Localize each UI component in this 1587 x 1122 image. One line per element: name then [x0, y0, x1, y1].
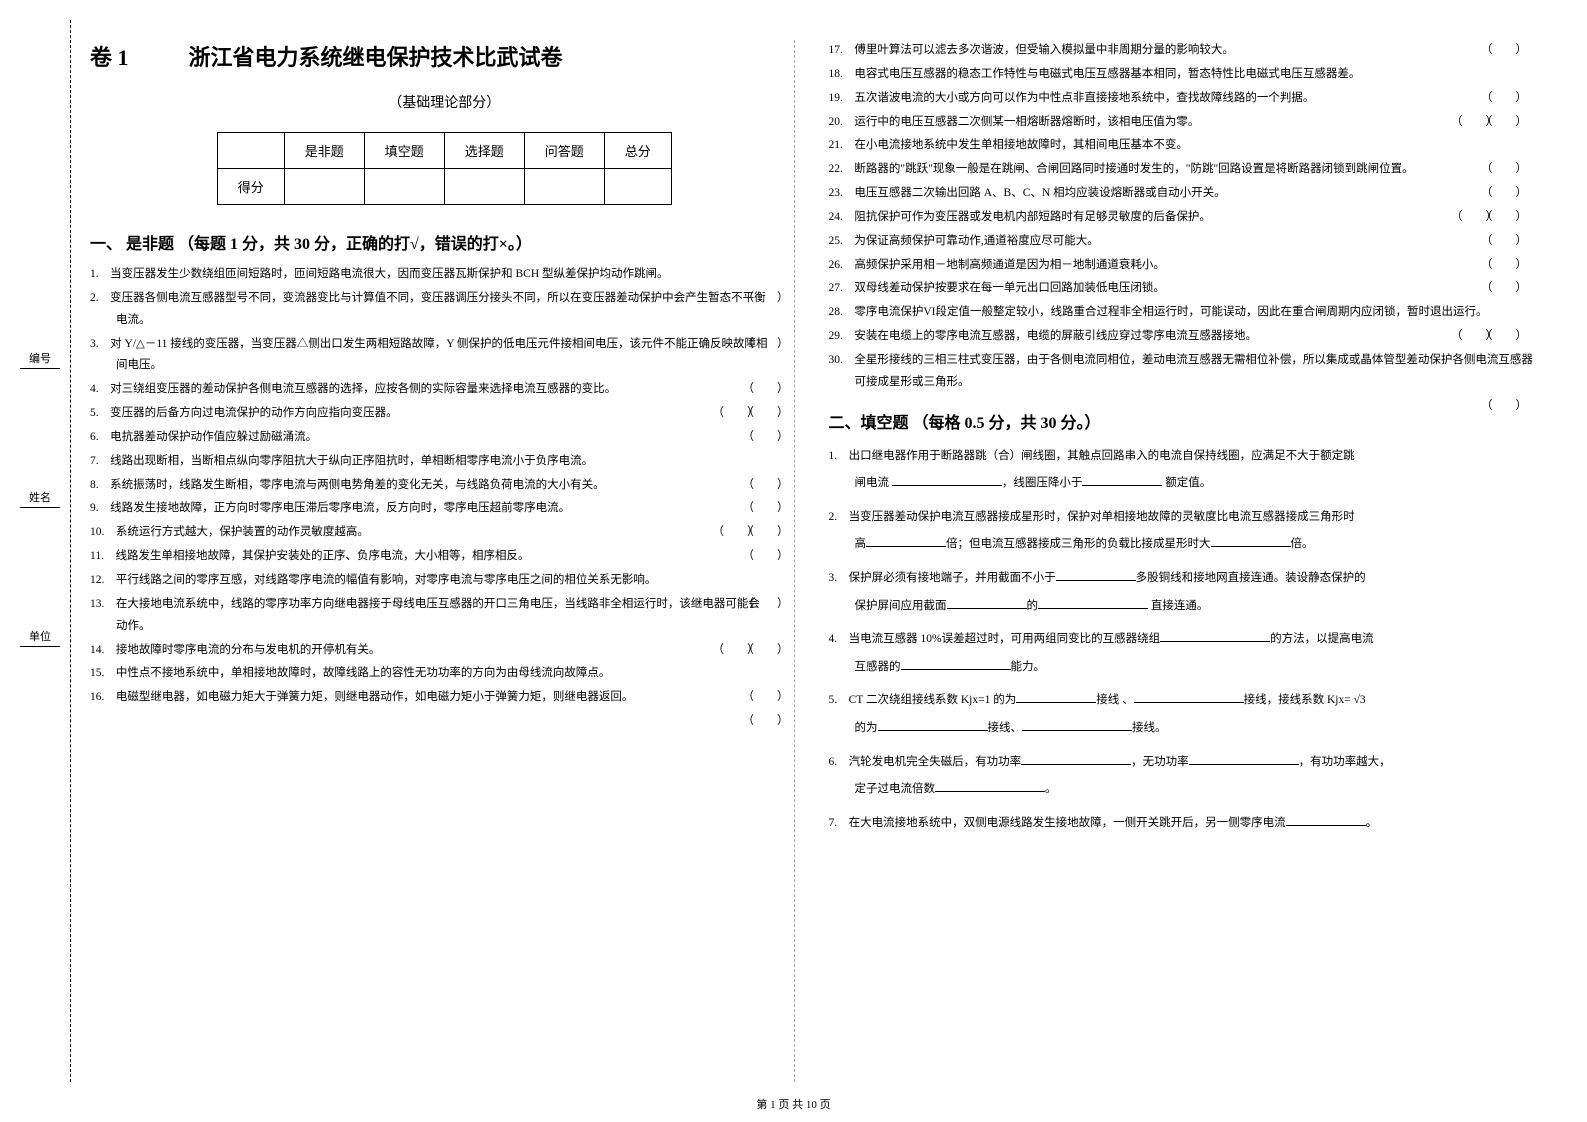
answer-paren: （ ） [769, 427, 789, 449]
question-item: 30. 全星形接线的三相三柱式变压器，由于各侧电流同相位，差动电流互感器无需相位… [829, 350, 1538, 394]
question-item: 15. 中性点不接地系统中，单相接地故障时，故障线路上的容性无功功率的方向为由母… [90, 663, 799, 685]
question-item: 2. 变压器各侧电流互感器型号不同，变流器变比与计算值不同，变压器调压分接头不同… [90, 288, 799, 332]
question-item: 22. 断路器的"跳跃"现象一般是在跳闸、合闸回路同时接通时发生的，"防跳"回路… [829, 159, 1538, 181]
question-item: 1. 当变压器发生少数绕组匝间短路时，匝间短路电流很大，因而变压器瓦斯保护和 B… [90, 264, 799, 286]
fill-q-3: 3. 保护屏必须有接地端子，并用截面不小于多股铜线和接地网直接连通。装设静态保护… [829, 565, 1538, 620]
question-item: 11. 线路发生单相接地故障，其保护安装处的正序、负序电流，大小相等，相序相反。… [90, 546, 799, 568]
question-item: 23. 电压互感器二次输出回路 A、B、C、N 相均应装设熔断器或自动小开关。 [829, 183, 1538, 205]
question-item: 14. 接地故障时零序电流的分布与发电机的开停机有关。（ ） [90, 640, 799, 662]
subtitle: （基础理论部分） [90, 92, 799, 112]
answer-paren: （ ） [739, 403, 759, 425]
col-header: 填空题 [364, 133, 444, 169]
question-item: 3. 对 Y/△－11 接线的变压器，当变压器△侧出口发生两相短路故障，Y 侧保… [90, 334, 799, 378]
question-item: 16. 电磁型继电器，如电磁力矩大于弹簧力矩，则继电器动作，如电磁力矩小于弹簧力… [90, 687, 799, 709]
question-item: 5. 变压器的后备方向过电流保护的动作方向应指向变压器。（ ） [90, 403, 799, 425]
question-item: 12. 平行线路之间的零序互感，对线路零序电流的幅值有影响，对零序电流与零序电压… [90, 570, 799, 592]
table-row: 是非题 填空题 选择题 问答题 总分 [217, 133, 671, 169]
answer-paren: （ ） [1507, 40, 1527, 62]
question-item: 27. 双母线差动保护按要求在每一单元出口回路加装低电压闭锁。（ ） [829, 278, 1538, 300]
section-2-head: 二、填空题 （每格 0.5 分，共 30 分。） [829, 409, 1538, 433]
table-row: 得分 [217, 169, 671, 205]
col-header: 选择题 [444, 133, 524, 169]
score-table: 是非题 填空题 选择题 问答题 总分 得分 [217, 132, 672, 205]
fill-q-5: 5. CT 二次绕组接线系数 Kjx=1 的为接线 、接线，接线系数 Kjx= … [829, 687, 1538, 742]
section-1-head: 一、 是非题 （每题 1 分，共 30 分，正确的打√，错误的打×。） [90, 230, 799, 254]
answer-paren: （ ） [1507, 231, 1527, 253]
question-item: 20. 运行中的电压互感器二次侧某一相熔断器熔断时，该相电压值为零。（ ） [829, 112, 1538, 134]
answer-paren: （ ） [1477, 207, 1497, 229]
fill-q-2: 2. 当变压器差动保护电流互感器接成星形时，保护对单相接地故障的灵敏度比电流互感… [829, 504, 1538, 559]
answer-paren: （ ） [1507, 255, 1527, 277]
answer-paren: （ ） [769, 546, 789, 568]
label-id: 编号 [20, 350, 60, 369]
question-item: 9. 线路发生接地故障，正方向时零序电压滞后零序电流，反方向时，零序电压超前零序… [90, 498, 799, 520]
question-item: 25. 为保证高频保护可靠动作,通道裕度应尽可能大。（ ） [829, 231, 1538, 253]
page-title: 浙江省电力系统继电保护技术比武试卷 [189, 40, 563, 72]
label-unit: 单位 [20, 628, 60, 647]
question-item: 28. 零序电流保护VI段定值一般整定较小，线路重合过程非全相运行时，可能误动，… [829, 302, 1538, 324]
row-label: 得分 [217, 169, 284, 205]
question-item: 29. 安装在电缆上的零序电流互感器，电缆的屏蔽引线应穿过零序电流互感器接地。（… [829, 326, 1538, 348]
question-item: 19. 五次谐波电流的大小或方向可以作为中性点非直接接地系统中，查找故障线路的一… [829, 88, 1538, 110]
question-item: 10. 系统运行方式越大，保护装置的动作灵敏度越高。（ ） [90, 522, 799, 544]
page-footer: 第 1 页 共 10 页 [0, 1096, 1587, 1112]
volume-label: 卷 1 [90, 40, 129, 72]
col-header: 问答题 [524, 133, 604, 169]
question-item: 18. 电容式电压互感器的稳态工作特性与电磁式电压互感器基本相同，暂态特性比电磁… [829, 64, 1538, 86]
col-header: 总分 [604, 133, 671, 169]
col-header: 是非题 [284, 133, 364, 169]
label-name: 姓名 [20, 489, 60, 508]
right-column: 17. 傅里叶算法可以滤去多次谐波，但受输入模拟量中非周期分量的影响较大。（ ）… [829, 40, 1538, 1060]
question-item: 24. 阻抗保护可作为变压器或发电机内部短路时有足够灵敏度的后备保护。（ ） [829, 207, 1538, 229]
left-column: 卷 1 浙江省电力系统继电保护技术比武试卷 （基础理论部分） 是非题 填空题 选… [90, 40, 799, 1060]
question-item: 8. 系统振荡时，线路发生断相，零序电流与两侧电势角差的变化无关，与线路负荷电流… [90, 475, 799, 497]
fill-q-4: 4. 当电流互感器 10%误差超过时，可用两组同变比的互感器绕组的方法，以提高电… [829, 626, 1538, 681]
question-item: 17. 傅里叶算法可以滤去多次谐波，但受输入模拟量中非周期分量的影响较大。（ ） [829, 40, 1538, 62]
answer-paren: （ ） [1477, 326, 1497, 348]
answer-paren: （ ） [739, 522, 759, 544]
fill-q-7: 7. 在大电流接地系统中，双侧电源线路发生接地故障，一侧开关跳开后，另一侧零序电… [829, 810, 1538, 838]
fold-line [70, 20, 71, 1082]
answer-paren: （ ） [1477, 112, 1497, 134]
question-item: 4. 对三绕组变压器的差动保护各侧电流互感器的选择，应按各侧的实际容量来选择电流… [90, 379, 799, 401]
question-item: 13. 在大接地电流系统中，线路的零序功率方向继电器接于母线电压互感器的开口三角… [90, 594, 799, 638]
question-item: 26. 高频保护采用相－地制高频通道是因为相－地制通道衰耗小。（ ） [829, 255, 1538, 277]
question-item: 6. 电抗器差动保护动作值应躲过励磁涌流。（ ） [90, 427, 799, 449]
fill-q-1: 1. 出口继电器作用于断路器跳（合）闸线圈，其触点回路串入的电流自保持线圈，应满… [829, 443, 1538, 498]
answer-paren: （ ） [1507, 278, 1527, 300]
answer-paren: （ ） [739, 640, 759, 662]
question-item: 7. 线路出现断相，当断相点纵向零序阻抗大于纵向正序阻抗时，单相断相零序电流小于… [90, 451, 799, 473]
fill-q-6: 6. 汽轮发电机完全失磁后，有功功率，无功功率，有功功率越大， 定子过电流倍数。 [829, 749, 1538, 804]
question-item: 21. 在小电流接地系统中发生单相接地故障时，其相间电压基本不变。 [829, 135, 1538, 157]
